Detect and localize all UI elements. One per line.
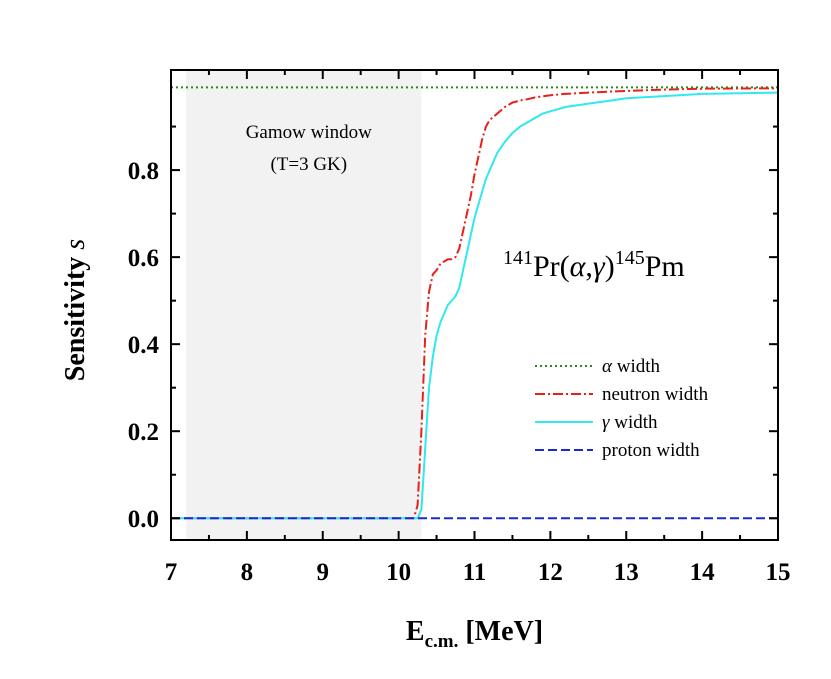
product-mass: 145 [615, 247, 645, 269]
target-mass: 141 [503, 247, 533, 269]
ticks-layer: 7 8 9 10 11 12 13 14 15 0.0 0.2 0.4 0.6 0.8 [128, 70, 791, 586]
y-axis-title-var: s [60, 239, 91, 250]
gamma-symbol: γ [593, 250, 606, 283]
series-line-2 [171, 91, 779, 520]
legend-label: proton width [602, 440, 700, 461]
legend-text: neutron width [602, 384, 709, 405]
legend-label: α width [602, 356, 661, 377]
legend-text: proton width [602, 440, 700, 461]
gamow-window-region [186, 71, 422, 539]
y-tick-label: 0.2 [128, 419, 159, 446]
x-tick-label: 12 [538, 559, 563, 586]
legend-text: width [610, 412, 659, 433]
x-tick-label: 9 [317, 559, 330, 586]
x-tick-label: 7 [165, 559, 178, 586]
series-line-1 [171, 87, 779, 520]
x-tick-label: 15 [766, 559, 791, 586]
target-nucleus: Pr( [533, 250, 570, 283]
y-tick-label: 0.4 [128, 332, 160, 359]
legend: α width neutron width γ width proton width [535, 356, 709, 461]
y-tick-label: 0.0 [128, 506, 159, 533]
product-nucleus: Pm [645, 250, 685, 283]
series-layer [171, 86, 779, 520]
legend-symbol: α [602, 356, 613, 377]
legend-symbol: γ [602, 412, 610, 433]
y-tick-label: 0.8 [128, 158, 159, 185]
x-tick-label: 8 [241, 559, 254, 586]
legend-label: γ width [602, 412, 658, 433]
x-tick-label: 14 [690, 559, 716, 586]
alpha-symbol: α [570, 250, 587, 283]
x-tick-label: 13 [614, 559, 639, 586]
x-axis-title-sub: c.m. [425, 631, 459, 652]
close-paren: ) [605, 250, 615, 283]
gamow-window-temperature: (T=3 GK) [270, 154, 347, 175]
x-axis-title-unit: [MeV] [458, 616, 543, 647]
x-axis-title-main: E [406, 616, 425, 647]
gamow-window-label: Gamow window [246, 122, 372, 143]
x-tick-label: 11 [463, 559, 487, 586]
x-axis-title: Ec.m. [MeV] [406, 616, 543, 652]
legend-text: width [612, 356, 661, 377]
reaction-label: 141Pr(α,γ)145Pm [503, 247, 685, 283]
legend-label: neutron width [602, 384, 709, 405]
y-axis-title-main: Sensitivity [60, 250, 91, 381]
comma: , [585, 250, 593, 283]
x-tick-label: 10 [386, 559, 411, 586]
y-axis-title: Sensitivity s [60, 239, 91, 381]
y-tick-label: 0.6 [128, 245, 159, 272]
